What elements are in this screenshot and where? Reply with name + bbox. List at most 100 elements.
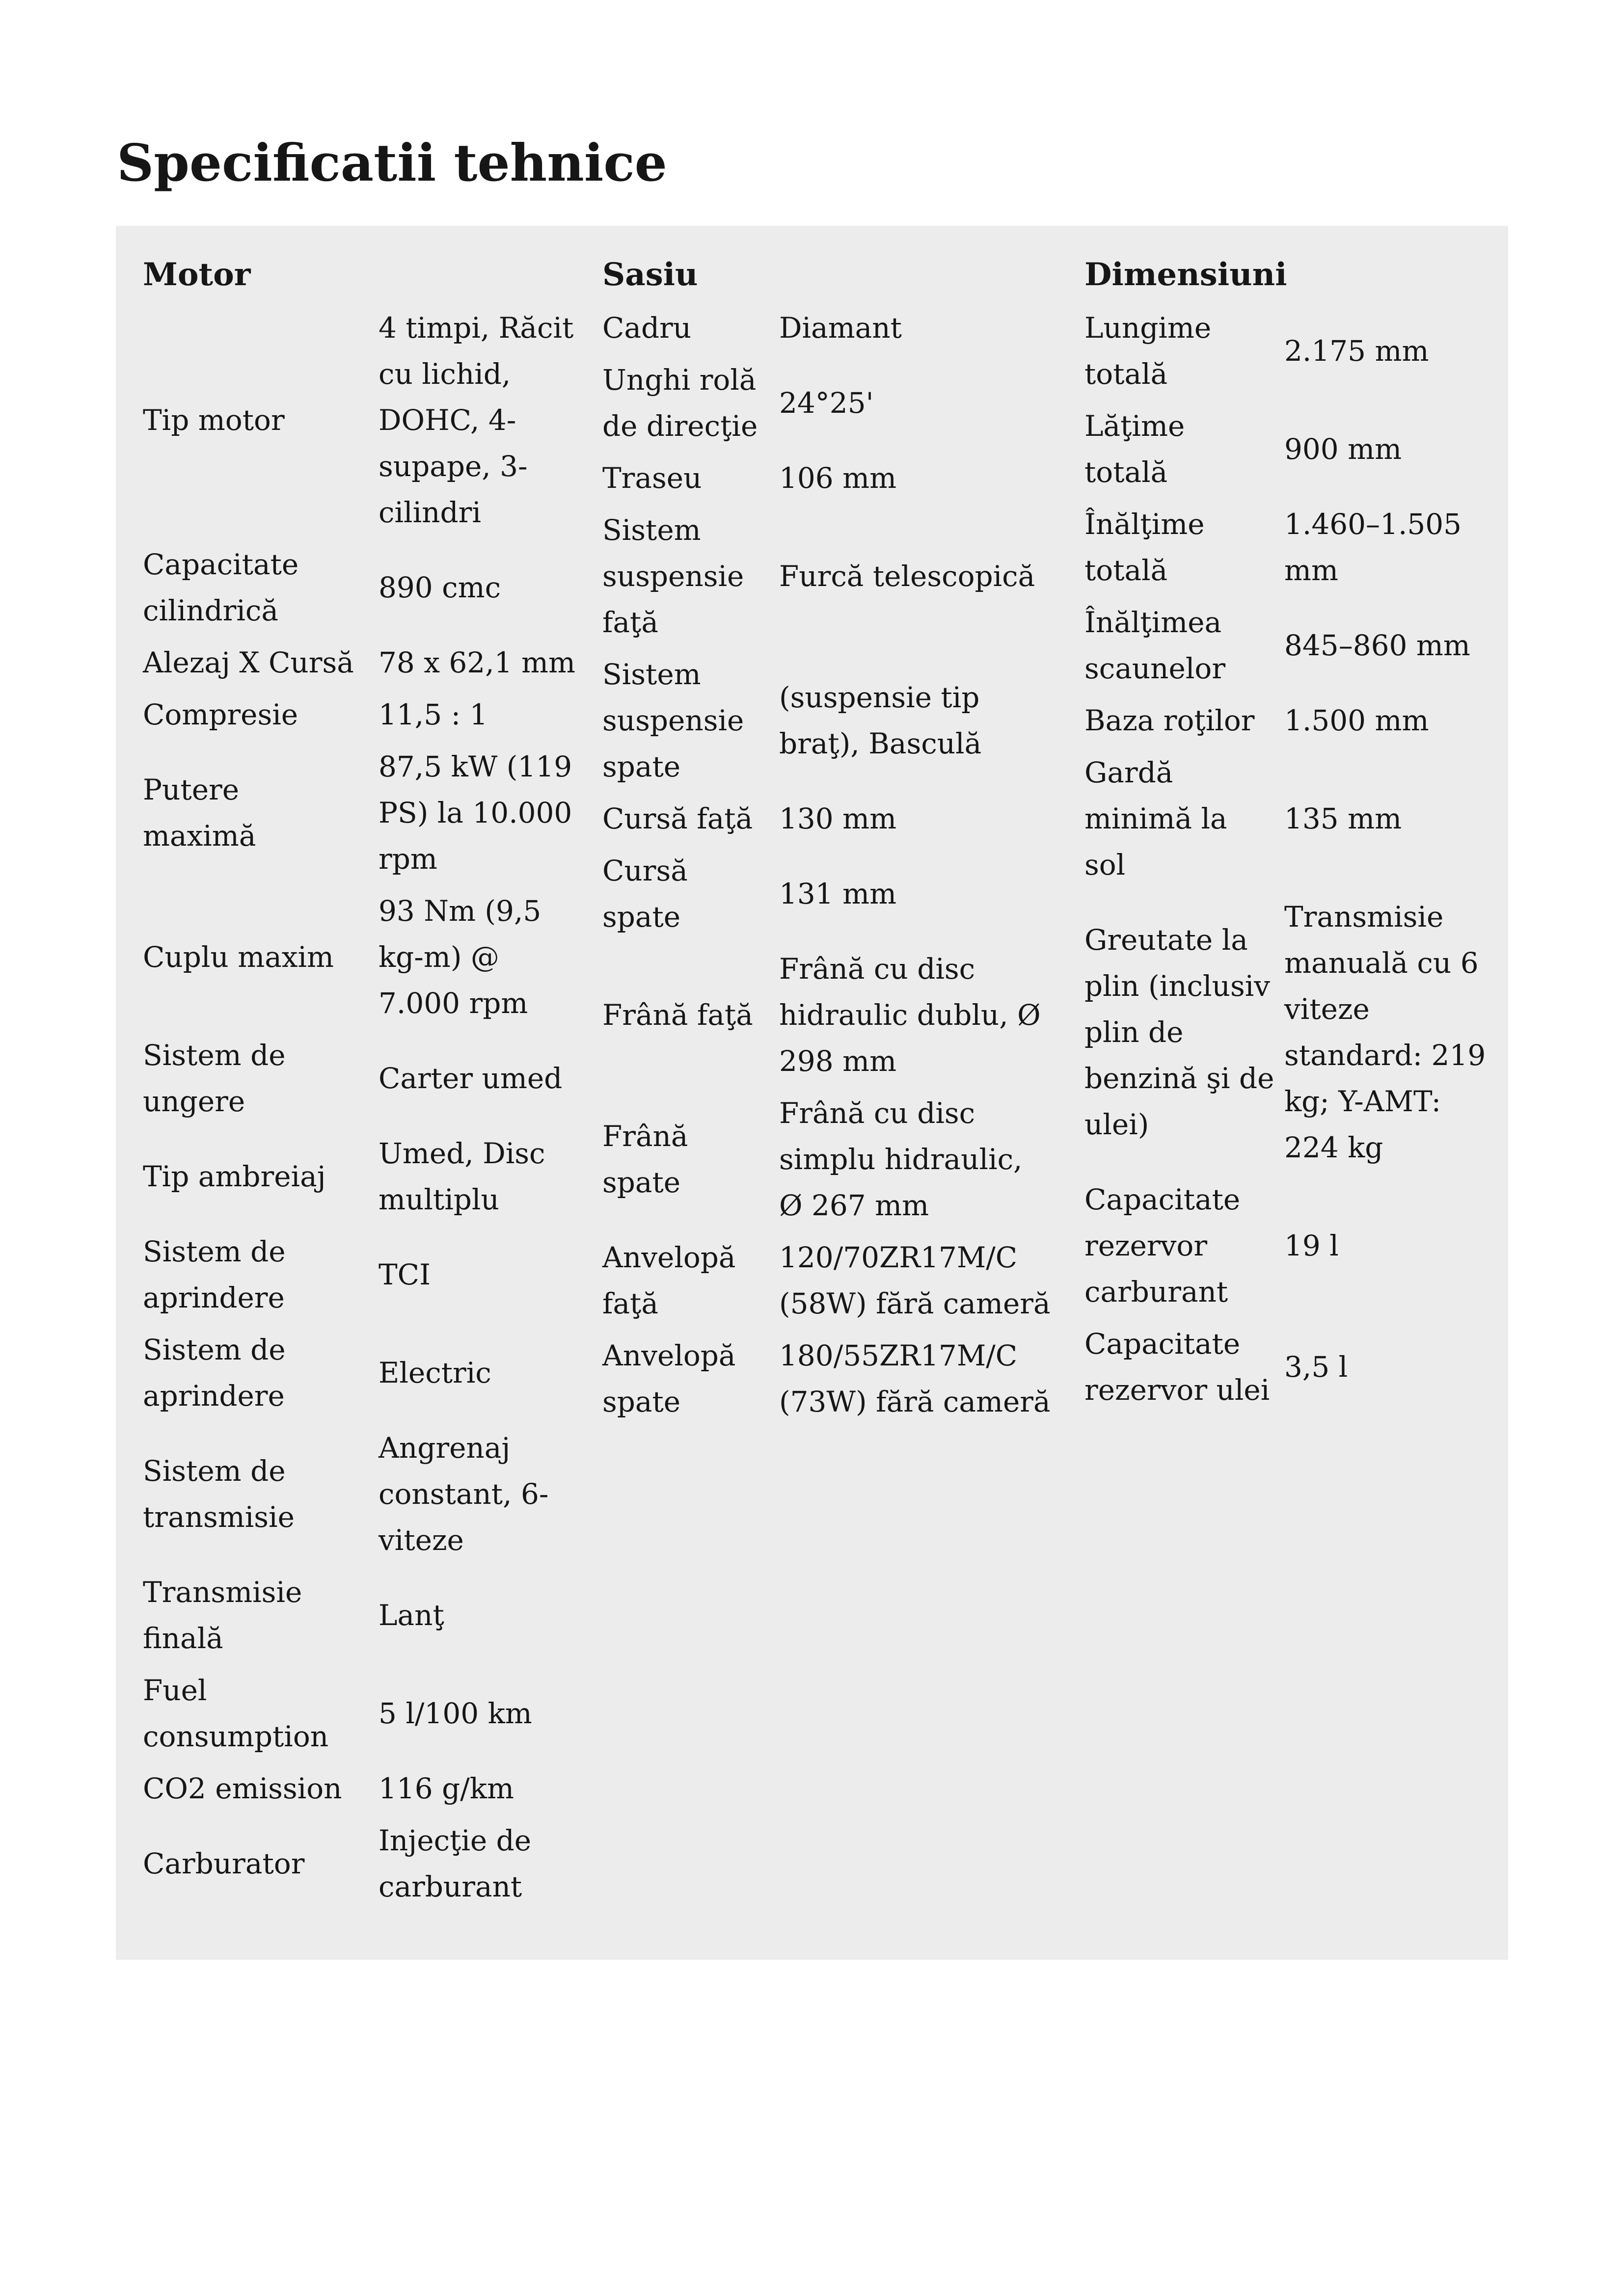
table-row: Sistem de aprindere Electric	[143, 1324, 602, 1422]
spec-label: Înălţimea scaunelor	[1084, 606, 1226, 686]
table-row: Frână faţă Frână cu disc hidraulic dublu,…	[602, 943, 1084, 1087]
spec-value: 2.175 mm	[1284, 334, 1429, 368]
table-row: Traseu 106 mm	[602, 452, 1084, 504]
table-row: Compresie 11,5 : 1	[143, 689, 602, 741]
spec-label: Capacitate rezervor carburant	[1084, 1183, 1241, 1309]
spec-label: Sistem de ungere	[143, 1039, 286, 1119]
spec-label: Transmisie finală	[143, 1575, 302, 1655]
spec-label: Frână faţă	[602, 998, 753, 1032]
spec-label: Tip motor	[143, 403, 285, 437]
table-row: Tip motor 4 timpi, Răcit cu lichid, DOHC,…	[143, 302, 602, 538]
spec-value: Electric	[379, 1356, 491, 1390]
table-row: Sistem de aprindere TCI	[143, 1226, 602, 1324]
section-motor: Motor Tip motor 4 timpi, Răcit cu lichid,…	[143, 254, 602, 1913]
spec-label: Lăţime totală	[1084, 409, 1185, 489]
spec-value: 135 mm	[1284, 802, 1402, 836]
table-row: Anvelopă faţă 120/70ZR17M/C (58W) fără ca…	[602, 1231, 1084, 1330]
table-row: Lungime totală 2.175 mm	[1084, 302, 1508, 400]
table-row: Gardă minimă la sol 135 mm	[1084, 747, 1508, 891]
table-row: Carburator Injecţie de carburant	[143, 1815, 602, 1913]
spec-value: Diamant	[779, 311, 902, 345]
spec-label: Carburator	[143, 1847, 305, 1881]
spec-label: Anvelopă spate	[602, 1339, 736, 1419]
spec-label: Sistem suspensie faţă	[602, 513, 744, 640]
spec-label: Sistem de aprindere	[143, 1333, 286, 1413]
spec-value: 845–860 mm	[1284, 629, 1470, 663]
motor-spec-table: Tip motor 4 timpi, Răcit cu lichid, DOHC,…	[143, 302, 602, 1913]
spec-label: Cuplu maxim	[143, 940, 334, 974]
table-row: Baza roţilor 1.500 mm	[1084, 694, 1508, 747]
table-row: Sistem de ungere Carter umed	[143, 1029, 602, 1127]
spec-value: Furcă telescopică	[779, 560, 1035, 593]
spec-value: Angrenaj constant, 6- viteze	[379, 1431, 549, 1557]
table-row: Capacitate cilindrică 890 cmc	[143, 538, 602, 637]
spec-value: Carter umed	[379, 1062, 563, 1095]
spec-value: 120/70ZR17M/C (58W) fără cameră	[779, 1241, 1051, 1321]
spec-label: Unghi rolă de direcţie	[602, 363, 758, 443]
spec-value: 24°25'	[779, 386, 874, 420]
spec-label: Baza roţilor	[1084, 704, 1255, 738]
table-row: Tip ambreiaj Umed, Disc multiplu	[143, 1127, 602, 1226]
spec-label: Frână spate	[602, 1120, 688, 1200]
spec-label: Înălţime totală	[1084, 507, 1205, 587]
table-row: Transmisie finală Lanţ	[143, 1566, 602, 1664]
table-row: Lăţime totală 900 mm	[1084, 400, 1508, 498]
spec-value: 1.460–1.505 mm	[1284, 507, 1462, 587]
table-row: Alezaj X Cursă 78 x 62,1 mm	[143, 637, 602, 689]
spec-label: Traseu	[602, 461, 702, 495]
table-row: Putere maximă 87,5 kW (119 PS) la 10.000 …	[143, 741, 602, 885]
table-row: Greutate la plin (inclusiv plin de benzi…	[1084, 891, 1508, 1174]
table-row: Sistem suspensie faţă Furcă telescopică	[602, 504, 1084, 648]
spec-value: TCI	[379, 1258, 431, 1292]
section-dimensiuni: Dimensiuni Lungime totală 2.175 mm Lăţime …	[1084, 254, 1508, 1416]
spec-value: 3,5 l	[1284, 1350, 1348, 1384]
table-row: CO2 emission 116 g/km	[143, 1762, 602, 1815]
spec-label: Anvelopă faţă	[602, 1241, 736, 1321]
table-row: Sistem suspensie spate (suspensie tip bra…	[602, 648, 1084, 793]
spec-label: Sistem de transmisie	[143, 1454, 295, 1534]
sasiu-spec-table: Cadru Diamant Unghi rolă de direcţie 24°25'…	[602, 302, 1084, 1428]
table-row: Cadru Diamant	[602, 302, 1084, 354]
table-row: Înălţimea scaunelor 845–860 mm	[1084, 596, 1508, 694]
spec-value: Umed, Disc multiplu	[379, 1137, 545, 1217]
spec-label: Cadru	[602, 311, 692, 345]
section-motor-heading: Motor	[143, 256, 251, 293]
table-row: Înălţime totală 1.460–1.505 mm	[1084, 498, 1508, 596]
spec-value: 78 x 62,1 mm	[379, 646, 575, 680]
spec-value: 130 mm	[779, 802, 897, 836]
spec-value: Lanţ	[379, 1599, 444, 1632]
table-row: Cursă spate 131 mm	[602, 845, 1084, 943]
spec-value: 93 Nm (9,5 kg-m) @ 7.000 rpm	[379, 894, 541, 1020]
spec-value: Injecţie de carburant	[379, 1824, 532, 1904]
spec-label: Tip ambreiaj	[143, 1160, 326, 1194]
table-row: Sistem de transmisie Angrenaj constant, 6…	[143, 1422, 602, 1566]
section-sasiu-heading: Sasiu	[602, 256, 698, 293]
spec-label: Sistem de aprindere	[143, 1235, 286, 1315]
specs-panel: Motor Tip motor 4 timpi, Răcit cu lichid,…	[116, 226, 1508, 1960]
table-row: Anvelopă spate 180/55ZR17M/C (73W) fără c…	[602, 1330, 1084, 1428]
spec-value: 1.500 mm	[1284, 704, 1429, 738]
spec-value: Frână cu disc hidraulic dublu, Ø 298 mm	[779, 952, 1041, 1078]
spec-value: Transmisie manuală cu 6 viteze standard:…	[1284, 900, 1486, 1165]
spec-label: Fuel consumption	[143, 1674, 329, 1754]
table-row: Unghi rolă de direcţie 24°25'	[602, 354, 1084, 452]
spec-label: Putere maximă	[143, 773, 256, 853]
spec-value: (suspensie tip braţ), Basculă	[779, 681, 982, 761]
spec-value: 4 timpi, Răcit cu lichid, DOHC, 4- supap…	[379, 311, 574, 530]
spec-value: 900 mm	[1284, 432, 1402, 466]
spec-value: 5 l/100 km	[379, 1697, 532, 1731]
table-row: Fuel consumption 5 l/100 km	[143, 1664, 602, 1762]
spec-value: 131 mm	[779, 877, 897, 911]
table-row: Frână spate Frână cu disc simplu hidrauli…	[602, 1087, 1084, 1231]
spec-label: CO2 emission	[143, 1772, 342, 1806]
spec-value: 180/55ZR17M/C (73W) fără cameră	[779, 1339, 1051, 1419]
spec-value: 87,5 kW (119 PS) la 10.000 rpm	[379, 750, 572, 876]
dimensiuni-spec-table: Lungime totală 2.175 mm Lăţime totală 900 m…	[1084, 302, 1508, 1416]
table-row: Cuplu maxim 93 Nm (9,5 kg-m) @ 7.000 rpm	[143, 885, 602, 1029]
section-sasiu: Sasiu Cadru Diamant Unghi rolă de direcţie…	[602, 254, 1084, 1428]
spec-value: 116 g/km	[379, 1772, 514, 1806]
section-dimensiuni-heading: Dimensiuni	[1084, 256, 1287, 293]
spec-value: 890 cmc	[379, 571, 501, 605]
table-row: Cursă faţă 130 mm	[602, 793, 1084, 845]
spec-value: 106 mm	[779, 461, 897, 495]
